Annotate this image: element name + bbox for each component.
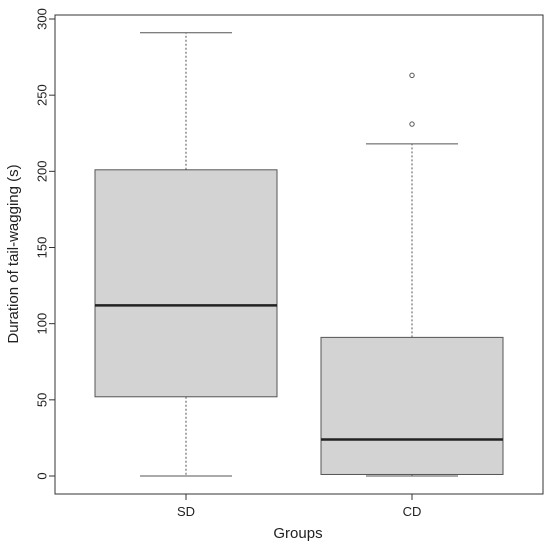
boxes: [94, 32, 504, 477]
iqr-box: [320, 336, 504, 475]
iqr-box: [94, 169, 278, 398]
plot-border: [54, 14, 544, 495]
box-cd: [320, 72, 504, 477]
x-axis: SD CD: [177, 494, 421, 519]
y-tick-label: 250: [35, 84, 50, 106]
y-tick-label: 200: [35, 160, 50, 182]
y-axis: 0 50 100 150 200 250 300: [35, 8, 55, 480]
box-sd: [94, 32, 278, 477]
x-axis-title: Groups: [273, 525, 322, 542]
outlier-point: [409, 121, 415, 127]
y-tick-label: 50: [35, 393, 50, 407]
x-tick-label: CD: [403, 504, 422, 519]
y-tick-label: 0: [35, 472, 50, 479]
y-tick-label: 300: [35, 8, 50, 30]
y-tick-label: 100: [35, 313, 50, 335]
y-tick-label: 150: [35, 237, 50, 259]
plot-frame: [54, 14, 544, 495]
outlier-point: [409, 72, 415, 79]
x-tick-label: SD: [177, 504, 195, 519]
y-axis-title: Duration of tail-wagging (s): [5, 164, 22, 343]
